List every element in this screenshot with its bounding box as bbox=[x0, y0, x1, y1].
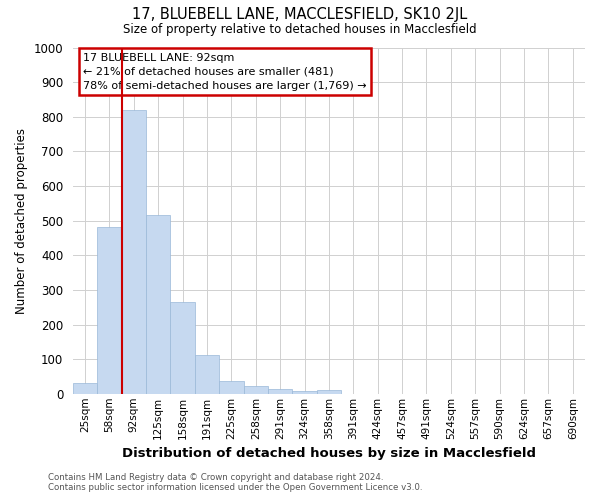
Bar bbox=[195, 354, 219, 394]
Text: Size of property relative to detached houses in Macclesfield: Size of property relative to detached ho… bbox=[123, 22, 477, 36]
X-axis label: Distribution of detached houses by size in Macclesfield: Distribution of detached houses by size … bbox=[122, 447, 536, 460]
Bar bbox=[219, 380, 244, 394]
Bar bbox=[268, 388, 292, 394]
Text: 17 BLUEBELL LANE: 92sqm
← 21% of detached houses are smaller (481)
78% of semi-d: 17 BLUEBELL LANE: 92sqm ← 21% of detache… bbox=[83, 52, 367, 90]
Bar bbox=[244, 386, 268, 394]
Bar bbox=[317, 390, 341, 394]
Text: 17, BLUEBELL LANE, MACCLESFIELD, SK10 2JL: 17, BLUEBELL LANE, MACCLESFIELD, SK10 2J… bbox=[133, 8, 467, 22]
Y-axis label: Number of detached properties: Number of detached properties bbox=[15, 128, 28, 314]
Text: Contains HM Land Registry data © Crown copyright and database right 2024.
Contai: Contains HM Land Registry data © Crown c… bbox=[48, 473, 422, 492]
Bar bbox=[97, 227, 122, 394]
Bar bbox=[146, 216, 170, 394]
Bar bbox=[122, 110, 146, 394]
Bar bbox=[73, 384, 97, 394]
Bar bbox=[170, 302, 195, 394]
Bar bbox=[292, 391, 317, 394]
